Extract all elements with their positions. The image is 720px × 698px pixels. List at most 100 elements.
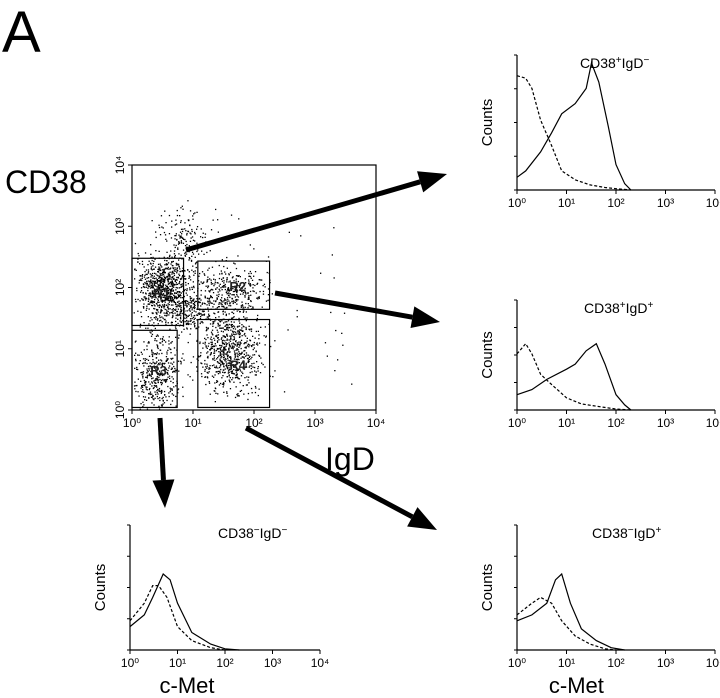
scatter-point [174, 303, 177, 306]
scatter-point [243, 368, 246, 370]
scatter-point [188, 277, 190, 279]
scatter-point [246, 337, 248, 339]
scatter-point [243, 310, 245, 312]
scatter-point [193, 303, 195, 305]
scatter-point [255, 387, 257, 389]
scatter-point [161, 301, 163, 303]
scatter-point [181, 278, 183, 280]
scatter-point [189, 320, 192, 322]
scatter-point [144, 297, 146, 299]
scatter-point [248, 283, 250, 285]
scatter-point [179, 360, 182, 362]
scatter-point [244, 332, 246, 335]
scatter-point [207, 317, 209, 319]
scatter-point [153, 367, 156, 369]
scatter-point [142, 377, 144, 379]
x-axis-label: c-Met [549, 673, 604, 698]
scatter-point [219, 362, 221, 364]
scatter-point [222, 285, 225, 287]
scatter-point [247, 307, 249, 309]
scatter-point [223, 354, 225, 357]
arrow-head [410, 306, 440, 328]
scatter-point [153, 272, 156, 274]
scatter-point [166, 268, 168, 270]
scatter-point [181, 357, 183, 359]
scatter-point [216, 381, 218, 383]
scatter-point [172, 289, 174, 291]
scatter-point [258, 296, 260, 298]
scatter-point [226, 303, 229, 305]
scatter-point [186, 306, 188, 308]
scatter-point [158, 373, 160, 376]
scatter-point [143, 391, 145, 393]
scatter-point [160, 392, 162, 394]
scatter-point [248, 344, 251, 346]
scatter-point [142, 371, 145, 373]
scatter-point [220, 302, 222, 304]
scatter-point [232, 342, 234, 344]
scatter-point [178, 314, 180, 316]
scatter-point [189, 299, 192, 301]
scatter-point [148, 297, 150, 299]
scatter-point [169, 300, 172, 302]
scatter-point [155, 290, 157, 293]
scatter-point [249, 290, 252, 293]
scatter-point [189, 297, 192, 299]
scatter-point [174, 280, 177, 282]
scatter-point [244, 287, 246, 290]
scatter-point [151, 304, 153, 307]
scatter-point [226, 321, 228, 323]
scatter-point [161, 373, 163, 375]
scatter-point [203, 253, 205, 255]
scatter-point [185, 251, 187, 253]
scatter-point [174, 367, 176, 370]
scatter-point [161, 321, 163, 323]
scatter-point [233, 338, 235, 341]
scatter-point [217, 373, 220, 375]
scatter-point [219, 365, 222, 367]
scatter-point [223, 265, 225, 268]
scatter-point [265, 335, 267, 337]
scatter-point [236, 374, 238, 376]
scatter-point [196, 226, 199, 228]
scatter-point [142, 358, 145, 360]
scatter-point [200, 299, 202, 301]
scatter-point [158, 389, 160, 391]
scatter-point [248, 346, 250, 348]
scatter-point [193, 291, 195, 294]
scatter-point [214, 359, 216, 361]
scatter-point [209, 290, 211, 292]
scatter-point [230, 368, 232, 371]
scatter-point [155, 316, 157, 318]
y-tick-label: 10¹ [113, 340, 127, 357]
scatter-point [238, 362, 241, 364]
scatter-point [227, 357, 229, 359]
scatter-point [163, 279, 165, 281]
scatter-point [254, 374, 256, 376]
scatter-point [158, 291, 160, 293]
scatter-point [234, 296, 236, 298]
scatter-point [164, 288, 166, 290]
scatter-point [188, 320, 190, 322]
scatter-point [156, 361, 158, 363]
scatter-point [223, 358, 225, 360]
scatter-point [149, 365, 151, 367]
scatter-point [202, 366, 204, 368]
scatter-point [169, 292, 171, 294]
scatter-point [148, 388, 150, 391]
scatter-point [217, 362, 220, 364]
scatter-point [144, 399, 146, 401]
scatter-point [221, 320, 223, 322]
scatter-point [173, 269, 175, 271]
scatter-point [171, 271, 173, 273]
scatter-point [252, 290, 254, 292]
scatter-point [157, 301, 159, 303]
scatter-point [190, 260, 193, 262]
scatter-point [154, 339, 156, 342]
scatter-point [172, 310, 174, 312]
scatter-point [168, 295, 171, 297]
scatter-point [245, 311, 247, 313]
scatter-point [165, 381, 167, 383]
scatter-point [159, 372, 161, 374]
scatter-point [230, 338, 232, 340]
